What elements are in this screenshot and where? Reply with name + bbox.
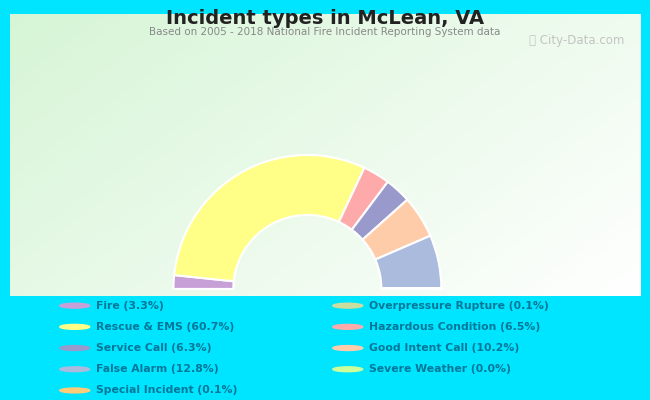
Wedge shape	[352, 182, 408, 240]
Text: Good Intent Call (10.2%): Good Intent Call (10.2%)	[369, 343, 519, 353]
Wedge shape	[174, 275, 234, 289]
Circle shape	[333, 303, 363, 308]
Text: Hazardous Condition (6.5%): Hazardous Condition (6.5%)	[369, 322, 540, 332]
Circle shape	[60, 324, 90, 329]
Circle shape	[60, 388, 90, 393]
Wedge shape	[382, 288, 441, 289]
Text: Based on 2005 - 2018 National Fire Incident Reporting System data: Based on 2005 - 2018 National Fire Incid…	[150, 27, 500, 37]
Text: Incident types in McLean, VA: Incident types in McLean, VA	[166, 9, 484, 28]
Text: Special Incident (0.1%): Special Incident (0.1%)	[96, 386, 238, 396]
Circle shape	[60, 303, 90, 308]
Text: Service Call (6.3%): Service Call (6.3%)	[96, 343, 212, 353]
Wedge shape	[174, 155, 365, 281]
Text: Fire (3.3%): Fire (3.3%)	[96, 301, 164, 311]
Circle shape	[60, 346, 90, 350]
Circle shape	[333, 346, 363, 350]
Wedge shape	[375, 236, 441, 288]
Wedge shape	[339, 168, 388, 230]
Wedge shape	[382, 288, 441, 289]
Circle shape	[60, 367, 90, 372]
Text: ⓘ City-Data.com: ⓘ City-Data.com	[529, 34, 625, 47]
Text: Severe Weather (0.0%): Severe Weather (0.0%)	[369, 364, 511, 374]
Circle shape	[333, 367, 363, 372]
Circle shape	[333, 324, 363, 329]
Text: Rescue & EMS (60.7%): Rescue & EMS (60.7%)	[96, 322, 235, 332]
Text: False Alarm (12.8%): False Alarm (12.8%)	[96, 364, 219, 374]
Wedge shape	[363, 200, 430, 260]
Text: Overpressure Rupture (0.1%): Overpressure Rupture (0.1%)	[369, 301, 549, 311]
